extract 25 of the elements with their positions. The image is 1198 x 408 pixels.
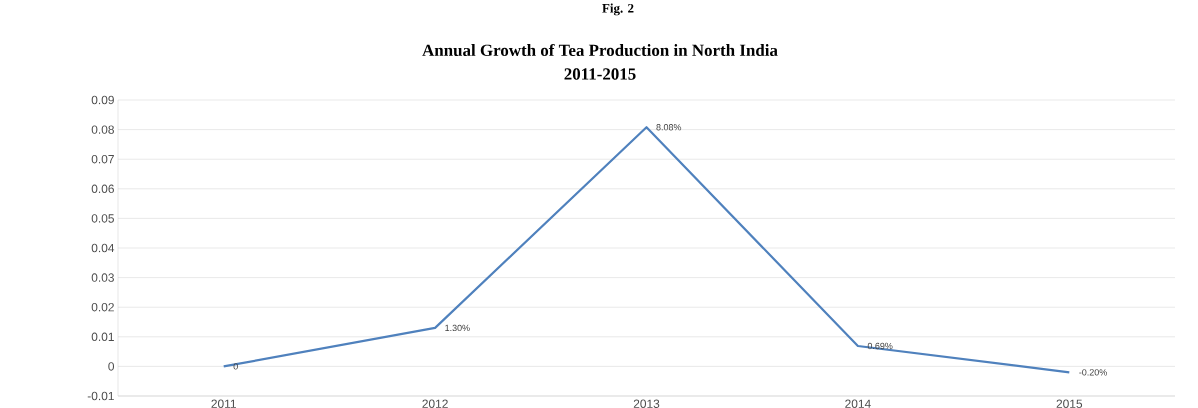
chart-title: Annual Growth of Tea Production in North India [422, 43, 778, 57]
data-label: 0 [233, 363, 238, 370]
caption: Fig. 2 [602, 3, 634, 16]
y-tick-label: 0.04 [91, 243, 115, 253]
y-tick-label: -0.01 [87, 391, 114, 401]
x-tick-label: 2012 [422, 399, 448, 408]
y-tick-label: 0.09 [91, 95, 114, 105]
y-tick-label: 0.01 [91, 332, 114, 342]
data-label: 1.30% [445, 324, 470, 332]
y-tick-label: 0.06 [91, 184, 114, 194]
line-series [222, 126, 1071, 374]
y-tick-label: 0.03 [91, 273, 114, 282]
x-tick-label: 2015 [1056, 399, 1083, 408]
y-tick-label: 0.05 [91, 214, 114, 223]
x-tick-label: 2014 [845, 399, 871, 408]
data-label: 0.69% [867, 342, 893, 350]
y-tick-label: 0.08 [91, 125, 114, 134]
data-label: 8.08% [656, 124, 682, 131]
y-tick-label: 0.02 [91, 302, 114, 312]
y-tick-label: 0 [108, 362, 115, 371]
y-tick-label: 0.07 [91, 154, 114, 164]
x-tick-label: 2013 [633, 399, 660, 408]
chart-subtitle: 2011-2015 [564, 68, 636, 80]
x-tick-label: 2011 [211, 399, 236, 408]
data-label: -0.20% [1079, 369, 1107, 376]
